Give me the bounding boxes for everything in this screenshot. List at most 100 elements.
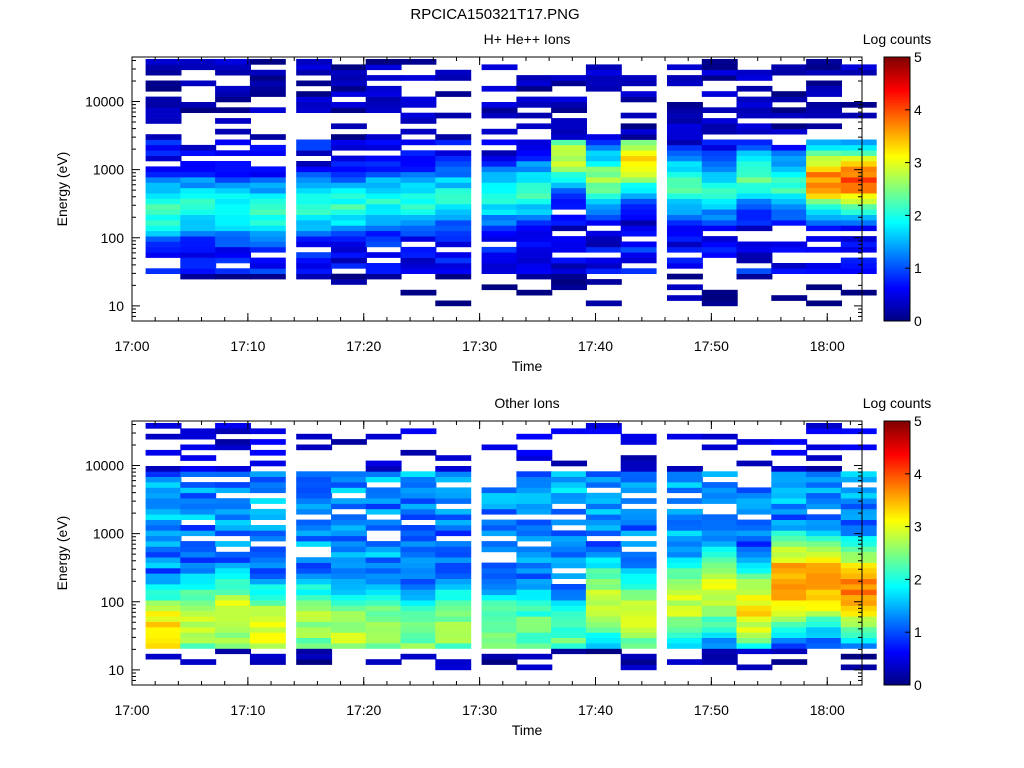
data-cell: [145, 150, 182, 156]
colorbar-segment: [884, 421, 910, 425]
data-cell: [365, 182, 402, 189]
data-cell: [180, 209, 217, 215]
data-cell: [840, 187, 877, 194]
data-cell: [145, 643, 182, 649]
data-cell: [620, 584, 657, 590]
data-cell: [840, 236, 877, 242]
data-cell: [249, 150, 286, 156]
data-cell: [365, 643, 402, 649]
y-tick-label: 100: [101, 230, 125, 246]
data-cell: [771, 220, 808, 226]
data-cell: [736, 75, 773, 81]
data-cell: [701, 492, 738, 499]
data-cell: [840, 161, 877, 167]
colorbar-tick-label: 5: [914, 49, 922, 65]
data-cell: [435, 187, 472, 194]
panel-title: H+ He++ Ions: [484, 31, 571, 47]
data-cell: [736, 643, 773, 649]
data-cell: [806, 567, 842, 574]
data-cell: [215, 508, 251, 515]
data-cell: [215, 150, 251, 156]
data-cell: [331, 279, 367, 285]
data-cell: [435, 610, 472, 617]
data-cell: [249, 659, 286, 665]
colorbar-segment: [884, 93, 910, 97]
data-cell: [551, 508, 587, 515]
data-cell: [771, 600, 808, 606]
data-cell: [435, 541, 472, 547]
data-cell: [771, 246, 808, 253]
data-cell: [620, 134, 657, 140]
data-cell: [145, 96, 182, 103]
data-cell: [481, 155, 518, 162]
data-cell: [667, 214, 703, 221]
data-cell: [736, 600, 773, 606]
data-cell: [620, 600, 657, 606]
data-cell: [215, 525, 251, 531]
data-cell: [365, 627, 402, 633]
data-cell: [435, 214, 472, 221]
data-cell: [667, 530, 703, 537]
data-cell: [806, 530, 842, 537]
data-cell: [435, 567, 472, 574]
data-cell: [620, 268, 657, 274]
data-cell: [620, 530, 657, 537]
data-cell: [296, 653, 333, 660]
data-cell: [806, 519, 842, 526]
data-cell: [215, 236, 251, 242]
data-cell: [840, 632, 877, 638]
data-cell: [215, 220, 251, 226]
data-cell: [551, 584, 587, 590]
data-cell: [736, 107, 773, 113]
data-cell: [180, 198, 217, 205]
data-cell: [145, 471, 182, 477]
data-cell: [215, 610, 251, 617]
data-cell: [620, 187, 657, 194]
data-cell: [331, 503, 367, 510]
data-cell: [145, 632, 182, 638]
data-cell: [215, 562, 251, 569]
data-cell: [145, 139, 182, 146]
data-cell: [806, 102, 842, 108]
data-cell: [435, 161, 472, 167]
data-cell: [620, 632, 657, 638]
data-cell: [667, 155, 703, 162]
data-cell: [435, 525, 472, 531]
data-cell: [620, 525, 657, 531]
data-cell: [400, 535, 437, 542]
data-cell: [481, 257, 518, 264]
data-cell: [620, 664, 657, 671]
data-cell: [771, 492, 808, 499]
data-cell: [331, 139, 367, 146]
data-cell: [667, 482, 703, 488]
data-cell: [806, 423, 842, 429]
data-cell: [551, 273, 587, 280]
x-tick-label: 17:50: [694, 338, 729, 354]
data-cell: [481, 444, 518, 451]
data-cell: [806, 627, 842, 633]
data-cell: [771, 567, 808, 574]
colorbar-segment: [884, 513, 910, 517]
colorbar-segment: [884, 252, 910, 256]
colorbar-segment: [884, 273, 910, 277]
data-cell: [551, 648, 587, 655]
colorbar-tick-label: 2: [914, 207, 922, 223]
data-cell: [585, 80, 622, 87]
data-cell: [180, 610, 217, 617]
data-cell: [400, 96, 437, 103]
data-cell: [736, 546, 773, 553]
data-cell: [365, 460, 402, 467]
data-cell: [365, 96, 402, 103]
data-cell: [840, 246, 877, 253]
data-cell: [806, 487, 842, 494]
data-cell: [516, 525, 553, 531]
data-cell: [806, 182, 842, 189]
data-cell: [551, 541, 587, 547]
colorbar-segment: [884, 531, 910, 535]
colorbar-segment: [884, 64, 910, 68]
data-cell: [736, 492, 773, 499]
data-cell: [145, 236, 182, 242]
data-cell: [516, 273, 553, 280]
data-cell: [145, 166, 182, 173]
